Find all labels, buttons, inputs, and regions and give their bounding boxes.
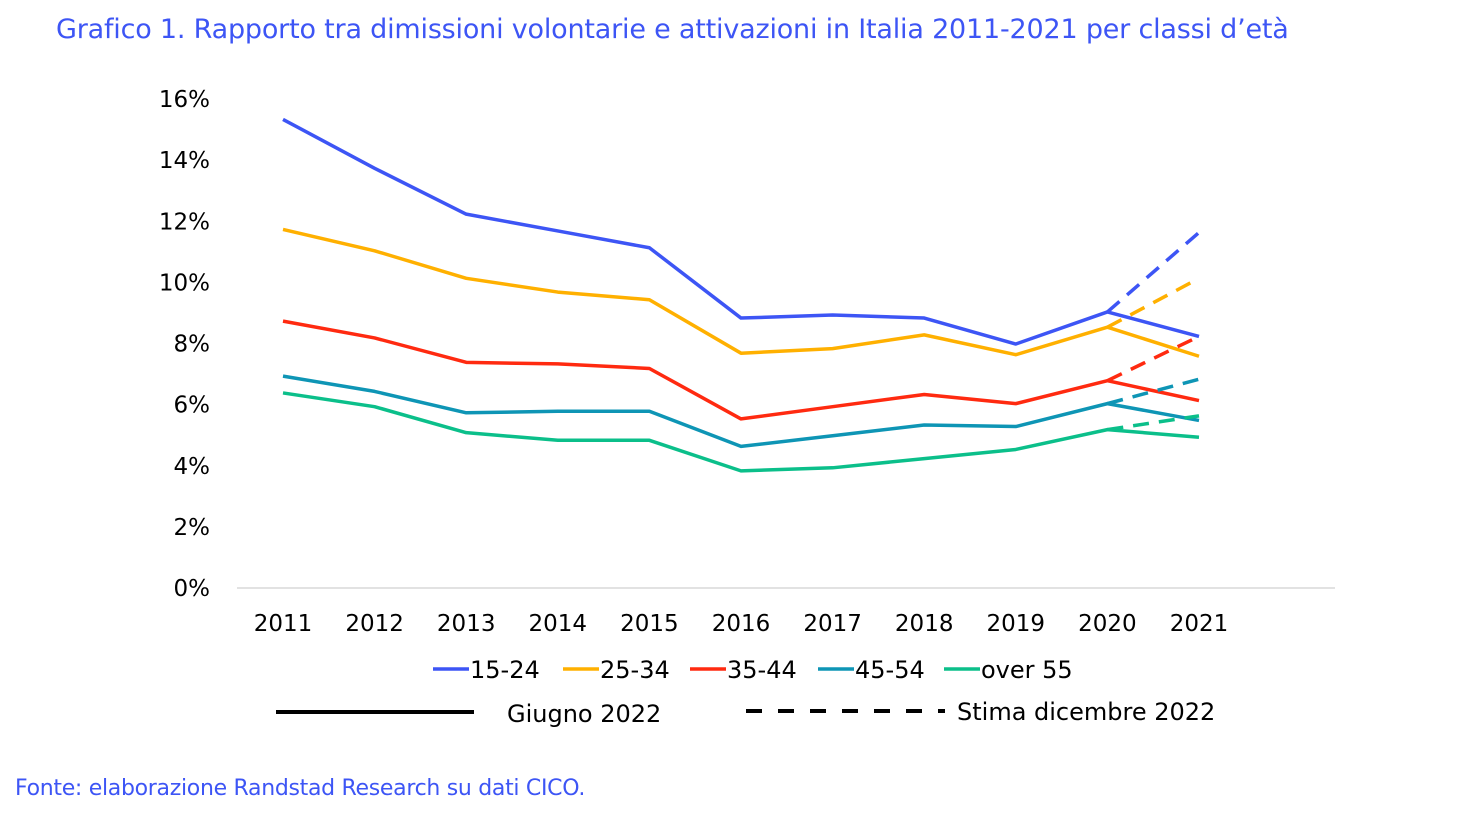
series-line-45-54 xyxy=(282,374,1200,449)
y-tick-label: 14% xyxy=(159,148,210,174)
legend-label: over 55 xyxy=(981,656,1073,684)
x-tick-label: 2014 xyxy=(529,611,588,637)
x-tick-label: 2020 xyxy=(1078,611,1137,637)
x-tick-label: 2012 xyxy=(345,611,404,637)
legend-label: 35-44 xyxy=(727,656,797,684)
estimate-line-over-55 xyxy=(1107,414,1200,432)
series-line-25-34 xyxy=(282,227,1200,358)
x-tick-label: 2017 xyxy=(803,611,862,637)
estimate-line-45-54 xyxy=(1106,377,1200,406)
legend-label: 45-54 xyxy=(855,656,925,684)
y-tick-label: 6% xyxy=(174,393,211,419)
x-tick-label: 2013 xyxy=(437,611,496,637)
y-tick-label: 8% xyxy=(174,332,211,358)
y-tick-label: 12% xyxy=(159,209,210,235)
series-line-15-24 xyxy=(282,117,1200,346)
x-tick-label: 2011 xyxy=(254,611,313,637)
y-tick-label: 16% xyxy=(159,87,210,113)
legend-label: 15-24 xyxy=(470,656,540,684)
estimate-line-15-24 xyxy=(1106,231,1201,314)
legend-label: 25-34 xyxy=(600,656,670,684)
legend-label-solid: Giugno 2022 xyxy=(507,700,661,728)
estimate-line-25-34 xyxy=(1106,276,1200,329)
series-line-35-44 xyxy=(282,319,1200,421)
x-tick-label: 2015 xyxy=(620,611,679,637)
series-line-over-55 xyxy=(282,391,1200,473)
legend-label-dashed: Stima dicembre 2022 xyxy=(957,698,1215,726)
x-tick-label: 2018 xyxy=(895,611,954,637)
y-tick-label: 2% xyxy=(174,515,211,541)
chart-title: Grafico 1. Rapporto tra dimissioni volon… xyxy=(56,14,1289,45)
x-tick-label: 2016 xyxy=(712,611,771,637)
source-note: Fonte: elaborazione Randstad Research su… xyxy=(15,776,586,801)
x-tick-label: 2021 xyxy=(1170,611,1229,637)
estimate-line-35-44 xyxy=(1106,334,1200,383)
y-tick-label: 0% xyxy=(174,576,211,602)
y-tick-label: 10% xyxy=(159,270,210,296)
y-tick-label: 4% xyxy=(174,454,211,480)
x-tick-label: 2019 xyxy=(987,611,1046,637)
